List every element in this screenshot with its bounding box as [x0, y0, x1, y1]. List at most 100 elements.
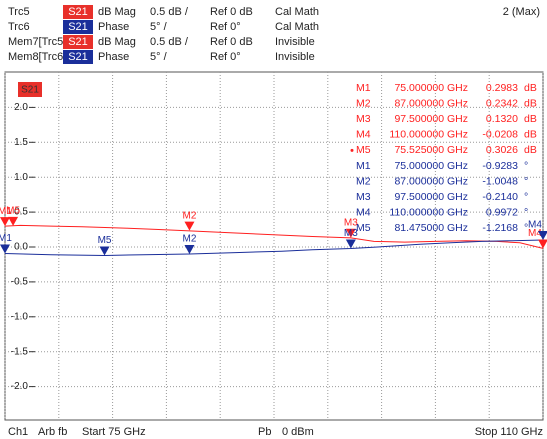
marker-stimulus: 81.475000 GHz — [394, 222, 468, 234]
header-cell: dB Mag — [98, 6, 136, 18]
y-tick-label: 0.5 — [14, 207, 28, 218]
marker-tag: M3 — [344, 217, 358, 228]
marker-stimulus: 97.500000 GHz — [394, 191, 468, 203]
marker-unit: dB — [524, 144, 537, 156]
marker-tag: M2 — [183, 210, 197, 221]
marker-name: M3 — [356, 191, 371, 203]
y-tick-label: 1.0 — [14, 172, 28, 183]
marker-triangle — [184, 221, 195, 231]
marker-unit: ° — [524, 160, 528, 172]
active-dot — [350, 148, 354, 152]
marker-unit: ° — [524, 207, 528, 219]
y-tick-label: 0.0 — [14, 242, 28, 253]
header-cell: 0.5 dB / — [150, 6, 189, 18]
param-label: S21 — [68, 36, 88, 48]
footer-left: Start 75 GHz — [82, 426, 146, 438]
marker-name: M1 — [356, 82, 371, 94]
footer-left: Ch1 — [8, 426, 28, 438]
marker-unit: dB — [524, 113, 537, 125]
header-cell: Cal Math — [275, 6, 319, 18]
header-cell: 5° / — [150, 21, 168, 33]
header-cell: Invisible — [275, 36, 315, 48]
header-cell: 5° / — [150, 51, 168, 63]
marker-stimulus: 75.000000 GHz — [394, 82, 468, 94]
marker-tag: M5 — [98, 235, 112, 246]
header-cell: Ref 0° — [210, 51, 241, 63]
marker-name: M1 — [356, 160, 371, 172]
marker-tag: M1 — [0, 206, 12, 217]
marker-tag: M3 — [344, 228, 358, 239]
marker-triangle — [345, 239, 356, 249]
marker-name: M4 — [356, 207, 371, 219]
y-tick-label: -0.5 — [11, 277, 29, 288]
param-badge — [63, 35, 93, 49]
channel-label: 2 (Max) — [503, 6, 540, 18]
marker-response: 0.9972 — [486, 207, 518, 219]
marker-unit: dB — [524, 97, 537, 109]
marker-response: 0.3026 — [486, 144, 518, 156]
trace — [4, 224, 544, 249]
marker-tag: M4 — [528, 220, 542, 231]
header-cell: Ref 0° — [210, 21, 241, 33]
header-cell: Ref 0 dB — [210, 36, 253, 48]
marker-response: 0.2342 — [486, 97, 518, 109]
marker-unit: dB — [524, 82, 537, 94]
header-cell: Trc5 — [8, 6, 30, 18]
marker-response: -1.0048 — [482, 175, 518, 187]
y-tick-label: -1.0 — [11, 311, 29, 322]
param-label: S21 — [68, 6, 88, 18]
footer-left: Arb fb — [38, 426, 67, 438]
marker-stimulus: 87.000000 GHz — [394, 97, 468, 109]
marker-tag: M1 — [0, 233, 12, 244]
marker-unit: ° — [524, 175, 528, 187]
footer-right: Stop 110 GHz — [475, 426, 543, 438]
marker-triangle — [184, 245, 195, 255]
marker-unit: ° — [524, 222, 528, 234]
param-label: S21 — [68, 21, 88, 33]
header-cell: Trc6 — [8, 21, 30, 33]
marker-triangle — [8, 216, 19, 226]
footer-center: Pb — [258, 426, 271, 438]
marker-stimulus: 110.000000 GHz — [389, 129, 468, 141]
y-tick-label: 2.0 — [14, 102, 28, 113]
param-label: S21 — [68, 51, 88, 63]
marker-response: -0.0208 — [482, 129, 518, 141]
marker-triangle — [0, 217, 10, 227]
marker-name: M5 — [356, 222, 371, 234]
y-tick-label: 1.5 — [14, 137, 28, 148]
y-tick-label: -2.0 — [11, 381, 29, 392]
marker-tag: M2 — [183, 234, 197, 245]
header-cell: Phase — [98, 21, 129, 33]
marker-name: M4 — [356, 129, 371, 141]
marker-stimulus: 87.000000 GHz — [394, 175, 468, 187]
y-tick-label: -1.5 — [11, 346, 29, 357]
marker-stimulus: 97.500000 GHz — [394, 113, 468, 125]
marker-response: 0.2983 — [486, 82, 518, 94]
marker-stimulus: 110.000000 GHz — [389, 207, 468, 219]
marker-response: -0.2140 — [482, 191, 518, 203]
marker-name: M3 — [356, 113, 371, 125]
marker-name: M5 — [356, 144, 371, 156]
marker-tag: M4 — [528, 228, 542, 239]
marker-unit: dB — [524, 129, 537, 141]
marker-triangle — [345, 228, 356, 238]
header-cell: 0.5 dB / — [150, 36, 189, 48]
header-cell: Mem8[Trc6] — [8, 51, 66, 63]
marker-triangle — [538, 239, 547, 249]
trace-badge-label: S21 — [21, 85, 39, 96]
header-cell: Phase — [98, 51, 129, 63]
trace — [4, 239, 544, 257]
header-cell: Ref 0 dB — [210, 6, 253, 18]
marker-triangle — [538, 231, 547, 241]
header-cell: Invisible — [275, 51, 315, 63]
param-badge — [63, 20, 93, 34]
marker-unit: ° — [524, 191, 528, 203]
footer-center: 0 dBm — [282, 426, 314, 438]
trace-badge — [18, 82, 42, 97]
marker-response: -1.2168 — [482, 222, 518, 234]
param-badge — [63, 50, 93, 64]
marker-stimulus: 75.000000 GHz — [394, 160, 468, 172]
marker-name: M2 — [356, 175, 371, 187]
header-cell: Mem7[Trc5] — [8, 36, 66, 48]
